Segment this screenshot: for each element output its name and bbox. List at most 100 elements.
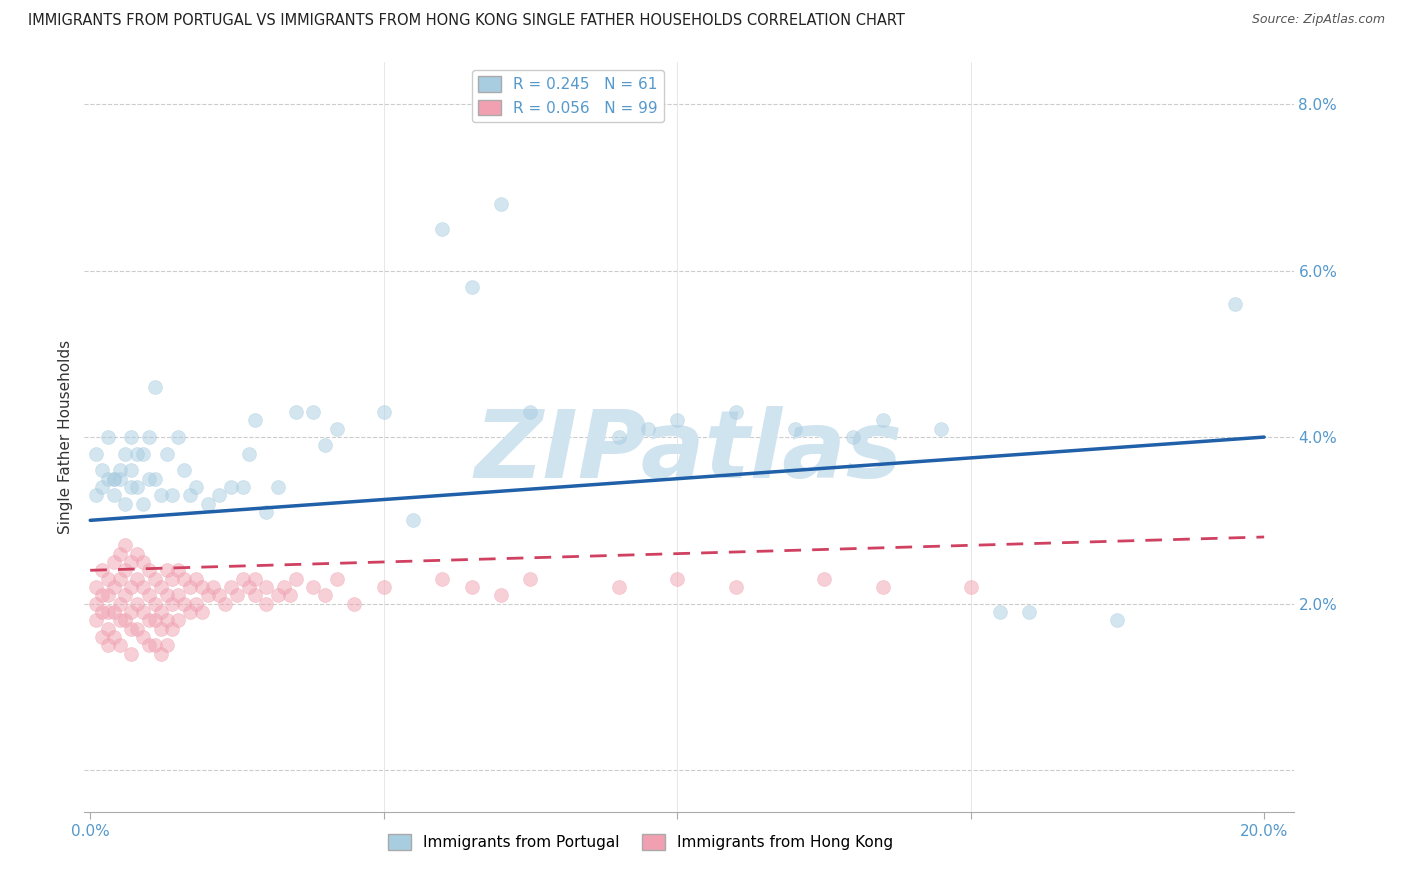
Point	[461, 280, 484, 294]
Point	[103, 580, 125, 594]
Point	[190, 580, 212, 594]
Point	[149, 580, 172, 594]
Point	[114, 497, 136, 511]
Point	[461, 580, 484, 594]
Point	[84, 580, 107, 594]
Point	[97, 622, 120, 636]
Point	[343, 597, 366, 611]
Text: IMMIGRANTS FROM PORTUGAL VS IMMIGRANTS FROM HONG KONG SINGLE FATHER HOUSEHOLDS C: IMMIGRANTS FROM PORTUGAL VS IMMIGRANTS F…	[28, 13, 905, 29]
Legend: Immigrants from Portugal, Immigrants from Hong Kong: Immigrants from Portugal, Immigrants fro…	[381, 829, 900, 856]
Point	[162, 597, 184, 611]
Point	[219, 580, 242, 594]
Point	[132, 497, 155, 511]
Point	[284, 405, 307, 419]
Point	[97, 638, 120, 652]
Point	[232, 572, 254, 586]
Point	[179, 605, 201, 619]
Point	[108, 638, 131, 652]
Point	[97, 430, 120, 444]
Text: ZIPatlas: ZIPatlas	[475, 406, 903, 498]
Point	[959, 580, 981, 594]
Point	[91, 605, 114, 619]
Point	[637, 422, 659, 436]
Point	[173, 572, 195, 586]
Point	[1107, 613, 1129, 627]
Point	[127, 447, 149, 461]
Point	[783, 422, 806, 436]
Point	[197, 497, 219, 511]
Point	[167, 430, 190, 444]
Point	[120, 555, 142, 569]
Point	[138, 588, 160, 602]
Point	[208, 588, 231, 602]
Point	[84, 447, 107, 461]
Point	[138, 472, 160, 486]
Point	[813, 572, 835, 586]
Point	[167, 613, 190, 627]
Point	[872, 413, 894, 427]
Point	[138, 563, 160, 577]
Point	[607, 580, 630, 594]
Point	[184, 572, 207, 586]
Point	[666, 572, 689, 586]
Point	[114, 538, 136, 552]
Point	[103, 555, 125, 569]
Point	[184, 597, 207, 611]
Point	[143, 597, 166, 611]
Point	[167, 563, 190, 577]
Point	[190, 605, 212, 619]
Point	[155, 563, 177, 577]
Point	[162, 622, 184, 636]
Point	[132, 447, 155, 461]
Point	[143, 638, 166, 652]
Point	[103, 472, 125, 486]
Point	[127, 572, 149, 586]
Point	[103, 472, 125, 486]
Point	[138, 638, 160, 652]
Point	[179, 580, 201, 594]
Point	[91, 563, 114, 577]
Point	[108, 547, 131, 561]
Point	[724, 405, 747, 419]
Point	[373, 405, 395, 419]
Y-axis label: Single Father Households: Single Father Households	[58, 340, 73, 534]
Point	[114, 613, 136, 627]
Point	[243, 588, 266, 602]
Point	[103, 630, 125, 644]
Point	[202, 580, 225, 594]
Point	[114, 588, 136, 602]
Point	[373, 580, 395, 594]
Point	[179, 488, 201, 502]
Point	[127, 622, 149, 636]
Point	[120, 647, 142, 661]
Point	[108, 463, 131, 477]
Point	[254, 580, 277, 594]
Point	[143, 572, 166, 586]
Point	[97, 472, 120, 486]
Point	[302, 580, 325, 594]
Point	[214, 597, 236, 611]
Point	[138, 613, 160, 627]
Point	[127, 480, 149, 494]
Point	[162, 572, 184, 586]
Point	[273, 580, 295, 594]
Point	[91, 480, 114, 494]
Point	[103, 605, 125, 619]
Point	[173, 597, 195, 611]
Point	[120, 480, 142, 494]
Point	[132, 605, 155, 619]
Point	[84, 488, 107, 502]
Point	[138, 430, 160, 444]
Point	[149, 488, 172, 502]
Point	[103, 488, 125, 502]
Point	[167, 588, 190, 602]
Point	[931, 422, 953, 436]
Point	[108, 597, 131, 611]
Point	[489, 588, 512, 602]
Point	[143, 472, 166, 486]
Point	[97, 572, 120, 586]
Point	[149, 622, 172, 636]
Point	[432, 222, 454, 236]
Point	[127, 547, 149, 561]
Point	[120, 430, 142, 444]
